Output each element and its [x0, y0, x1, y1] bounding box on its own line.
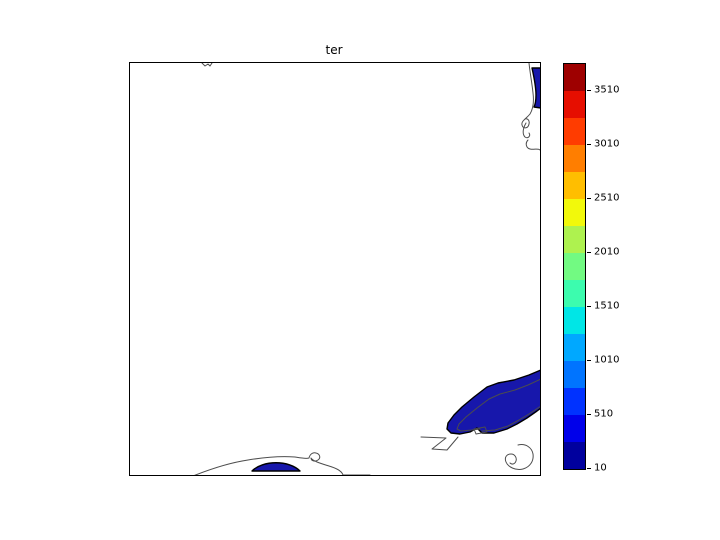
- colorbar-tick-label: 10: [594, 462, 607, 474]
- colorbar-tick-label: 1010: [594, 354, 620, 366]
- line-zigzag: [420, 436, 459, 451]
- colorbar-segment: [564, 118, 585, 145]
- colorbar-segment: [564, 361, 585, 388]
- colorbar-tick-label: 3510: [594, 84, 620, 96]
- colorbar-segment: [564, 91, 585, 118]
- region-main-blob: [446, 369, 540, 435]
- line-bottom-hump: [194, 452, 371, 475]
- colorbar-segment: [564, 280, 585, 307]
- colorbar: [563, 63, 586, 470]
- colorbar-tick-mark: [587, 198, 591, 199]
- colorbar-tick-mark: [587, 468, 591, 469]
- colorbar-tick-label: 3010: [594, 138, 620, 150]
- line-loop-bottomright: [504, 444, 534, 470]
- colorbar-tick-mark: [587, 90, 591, 91]
- colorbar-segment: [564, 253, 585, 280]
- colorbar-segment: [564, 64, 585, 91]
- contour-layer: [194, 63, 540, 475]
- colorbar-segment: [564, 145, 585, 172]
- colorbar-tick-label: 510: [594, 408, 614, 420]
- colorbar-tick-label: 2510: [594, 192, 620, 204]
- colorbar-segment: [564, 172, 585, 199]
- colorbar-segment: [564, 199, 585, 226]
- region-topright-sliver: [531, 67, 540, 109]
- colorbar-tick-mark: [587, 360, 591, 361]
- colorbar-tick-mark: [587, 306, 591, 307]
- colorbar-segment: [564, 307, 585, 334]
- colorbar-tick-mark: [587, 144, 591, 145]
- colorbar-segment: [564, 388, 585, 415]
- line-blob-pocket: [473, 426, 488, 435]
- colorbar-tick-label: 1510: [594, 300, 620, 312]
- plot-area: [129, 62, 541, 476]
- colorbar-segment: [564, 415, 585, 442]
- colorbar-tick-mark: [587, 414, 591, 415]
- line-top-notch: [201, 63, 213, 67]
- line-topright-squiggle: [522, 122, 540, 151]
- line-topright-coast: [521, 63, 534, 129]
- colorbar-segment: [564, 334, 585, 361]
- colorbar-tick-mark: [587, 252, 591, 253]
- colorbar-tick-label: 2010: [594, 246, 620, 258]
- colorbar-segment: [564, 442, 585, 469]
- line-blob-inner: [456, 378, 540, 432]
- plot-title: ter: [325, 43, 343, 57]
- region-bottom-dome: [251, 462, 301, 472]
- colorbar-segment: [564, 226, 585, 253]
